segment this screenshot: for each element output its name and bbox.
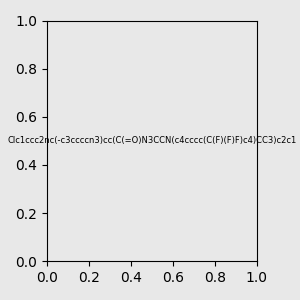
Text: Clc1ccc2nc(-c3ccccn3)cc(C(=O)N3CCN(c4cccc(C(F)(F)F)c4)CC3)c2c1: Clc1ccc2nc(-c3ccccn3)cc(C(=O)N3CCN(c4ccc… [7, 136, 296, 146]
